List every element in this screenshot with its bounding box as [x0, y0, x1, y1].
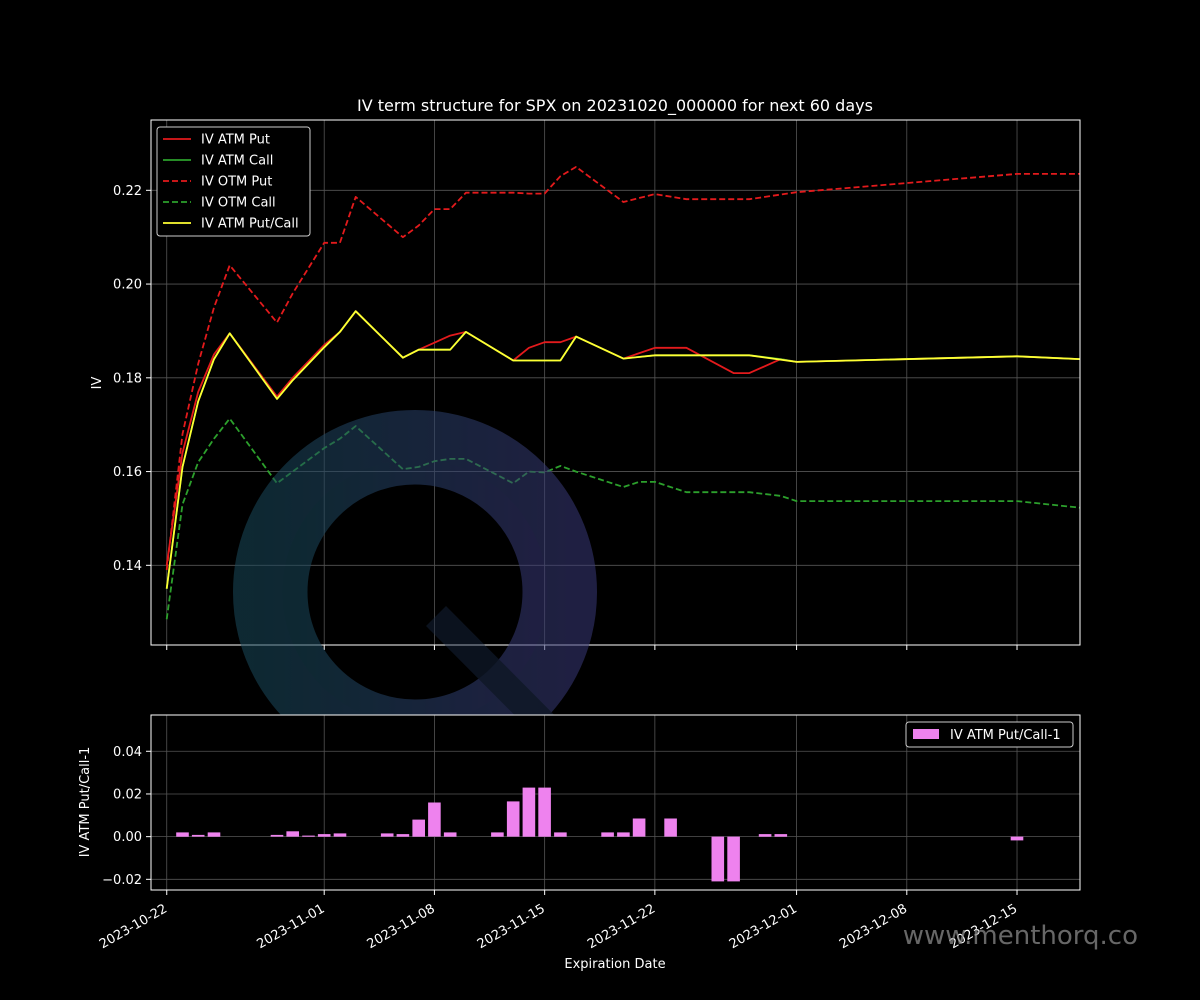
bar [191, 834, 205, 837]
bar [302, 835, 315, 837]
bar [443, 832, 457, 837]
bar [176, 832, 189, 837]
top-chart-title: IV term structure for SPX on 20231020_00… [357, 96, 873, 116]
bottom-axes-frame [150, 714, 1081, 891]
legend-label: IV ATM Put/Call-1 [950, 728, 1061, 743]
top-legend-box [156, 126, 311, 237]
bar [506, 801, 520, 837]
x-axis-label: Expiration Date [564, 957, 665, 972]
bar [601, 832, 614, 837]
top-series-lines [165, 165, 1081, 620]
bar [286, 831, 299, 837]
bottom-legend-box [905, 721, 1074, 748]
bar [758, 834, 772, 837]
legend-swatch [913, 729, 939, 739]
top-y-tick-label: 0.20 [113, 278, 142, 293]
bar [774, 834, 788, 837]
watermark-text: www.menthorq.co [903, 921, 1138, 951]
legend-label: IV ATM Call [201, 154, 273, 169]
bar [727, 836, 740, 882]
bar [554, 832, 567, 837]
bar [632, 818, 646, 837]
bar [380, 833, 394, 837]
bottom-y-axis-label: IV ATM Put/Call-1 [78, 747, 93, 858]
bar [538, 787, 551, 837]
top-y-tick-label: 0.22 [113, 184, 142, 199]
legend-label: IV OTM Call [201, 196, 276, 211]
series-line-3 [165, 165, 1080, 571]
bar [412, 819, 425, 837]
bottom-series-bars [176, 787, 1024, 882]
bottom-legend: IV ATM Put/Call-1 [905, 721, 1074, 748]
bar [664, 818, 677, 837]
bottom-y-tick-label: 0.02 [113, 787, 142, 802]
bar [317, 834, 331, 837]
bar [333, 833, 347, 837]
bar [491, 832, 504, 837]
series-line-5 [165, 310, 1081, 589]
legend-label: IV ATM Put/Call [201, 217, 299, 232]
bottom-grid [151, 715, 1080, 890]
bar [617, 832, 630, 837]
bar [711, 836, 725, 882]
bottom-y-ticks: −0.02 0.00 0.02 0.04 [102, 745, 151, 888]
bar [270, 834, 284, 837]
series-line-4 [165, 417, 1081, 620]
top-y-tick-label: 0.18 [113, 371, 142, 386]
top-y-tick-label: 0.14 [113, 559, 142, 574]
bottom-y-tick-label: 0.04 [113, 745, 142, 760]
top-y-ticks: 0.14 0.16 0.18 0.20 0.22 [113, 184, 151, 574]
bottom-y-tick-label: 0.00 [113, 830, 142, 845]
bar [207, 832, 221, 837]
bar [396, 834, 410, 837]
legend-label: IV ATM Put [201, 133, 270, 148]
top-y-tick-label: 0.16 [113, 465, 142, 480]
top-axes-frame [150, 119, 1081, 646]
top-y-axis-label: IV [90, 377, 105, 390]
top-legend: IV ATM Put IV ATM Call IV OTM Put IV OTM Ca… [156, 126, 311, 237]
legend-label: IV OTM Put [201, 175, 272, 190]
bar [522, 787, 536, 837]
bar [1010, 836, 1024, 841]
bottom-y-tick-label: −0.02 [102, 873, 142, 888]
bar [428, 802, 441, 837]
